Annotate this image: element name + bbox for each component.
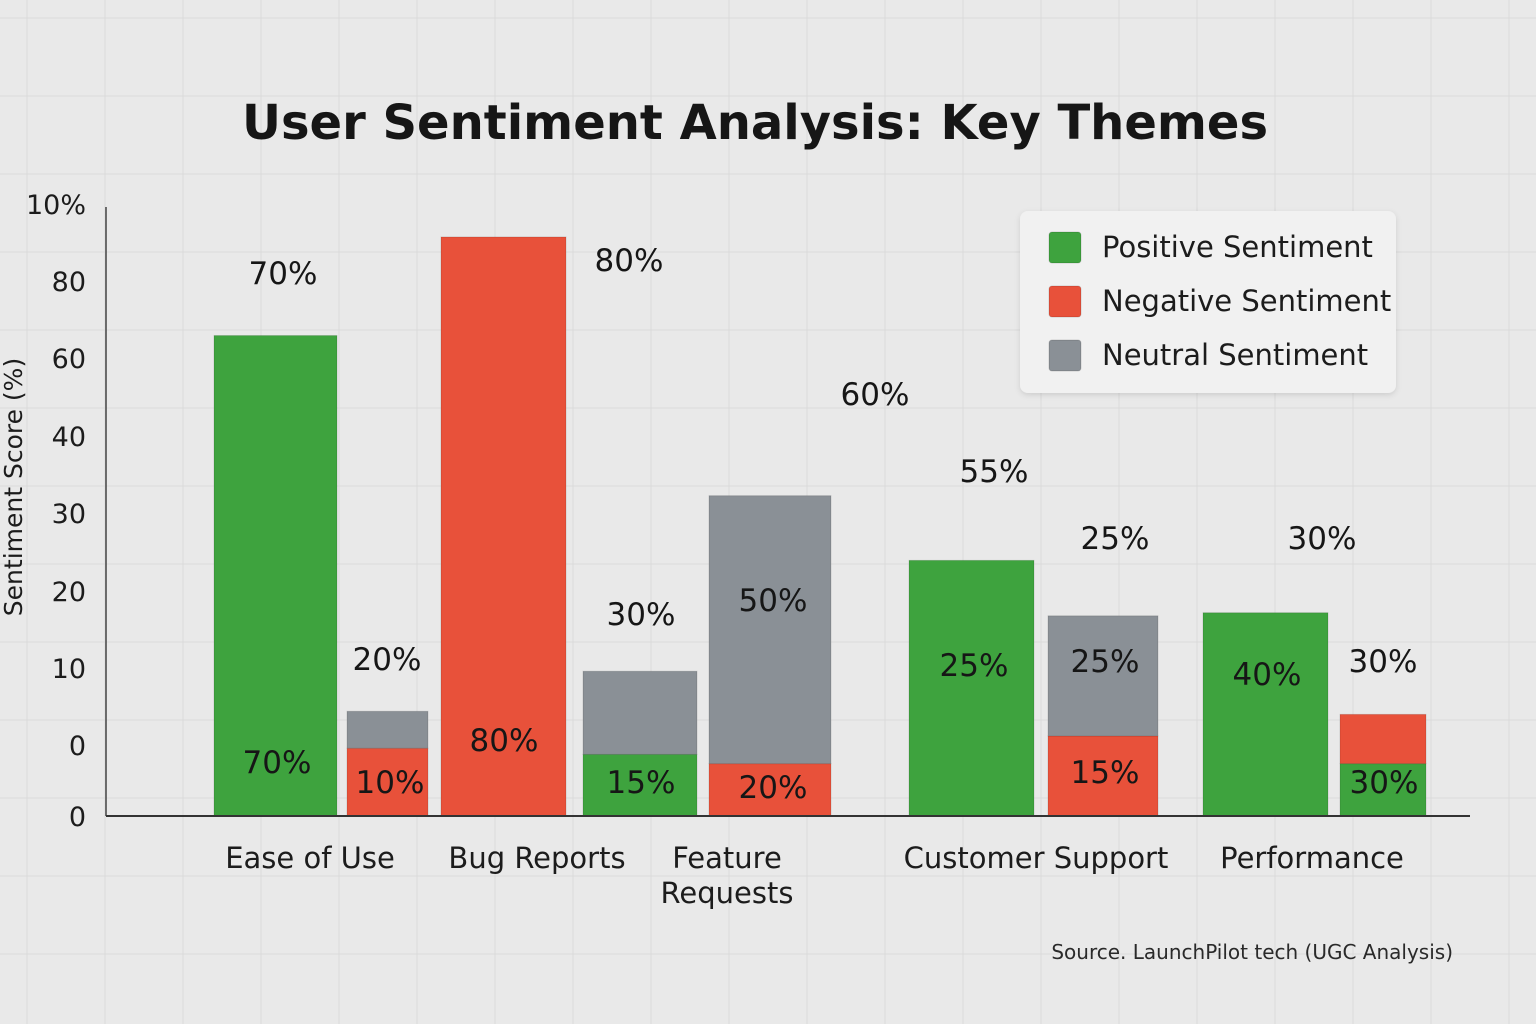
y-tick-label: 0 <box>69 731 86 762</box>
legend: Positive Sentiment Negative Sentiment Neut… <box>1020 211 1396 393</box>
y-tick-label: 60 <box>52 344 86 375</box>
legend-label-positive: Positive Sentiment <box>1102 230 1373 264</box>
bar-segment-label: 20% <box>739 770 808 806</box>
y-axis-label: Sentiment Score (%) <box>0 358 28 616</box>
legend-swatch-neutral <box>1048 339 1082 372</box>
y-tick-label: 30 <box>52 499 86 530</box>
bar-total-label: 60% <box>841 377 910 413</box>
bar-segment-label: 25% <box>940 648 1009 684</box>
legend-label-neutral: Neutral Sentiment <box>1102 338 1368 372</box>
bar-segment-negative <box>1339 713 1427 765</box>
bar-segment-positive <box>213 335 338 817</box>
x-category-label: Bug Reports <box>448 841 625 875</box>
y-tick-label: 10% <box>26 190 86 221</box>
bar-segment-label: 70% <box>243 745 312 781</box>
legend-box <box>1020 211 1396 393</box>
y-tick-label: 40 <box>52 422 86 453</box>
bar-segment-negative <box>1047 735 1159 817</box>
y-axis-ticks: 0 0 10 20 30 40 60 80 10% <box>26 190 86 833</box>
bar-segment-label: 40% <box>1233 657 1302 693</box>
bar-segment-positive <box>1339 763 1427 817</box>
bar-segment-negative <box>440 236 567 817</box>
bar-segment-label: 30% <box>1350 765 1419 801</box>
x-category-label: Requests <box>661 876 794 910</box>
bar-total-label: 20% <box>353 642 422 678</box>
bar-total-label: 70% <box>249 256 318 292</box>
y-tick-label: 10 <box>52 654 86 685</box>
bar-total-label: 30% <box>1288 521 1357 557</box>
x-category-label: Feature <box>672 841 782 875</box>
bar-segment-negative <box>346 747 429 817</box>
bars: 70% 70% 10% 20% 80% 80% 15% 30% 20% 50% 60% 25% 55% 1… <box>213 236 1427 817</box>
axes <box>105 207 1470 817</box>
bar-segment-label: 80% <box>470 723 539 759</box>
x-category-label: Ease of Use <box>225 841 395 875</box>
bar-segment-neutral <box>582 670 698 755</box>
x-category-label: Customer Support <box>904 841 1169 875</box>
bar-segment-neutral <box>708 495 832 765</box>
x-category-label: Performance <box>1220 841 1404 875</box>
bar-segment-neutral <box>1047 615 1159 737</box>
bar-segment-neutral <box>346 710 429 749</box>
legend-swatch-negative <box>1048 285 1082 318</box>
y-tick-label: 0 <box>69 802 86 833</box>
chart-title: User Sentiment Analysis: Key Themes <box>242 95 1268 151</box>
bar-total-label: 30% <box>1349 644 1418 680</box>
bar-segment-label: 15% <box>1071 755 1140 791</box>
bar-total-label: 30% <box>607 597 676 633</box>
bar-segment-label: 50% <box>739 583 808 619</box>
bar-total-label: 55% <box>960 454 1029 490</box>
bar-segment-label: 10% <box>356 765 425 801</box>
y-tick-label: 20 <box>52 577 86 608</box>
bar-segment-label: 15% <box>607 765 676 801</box>
source-note: Source. LaunchPilot tech (UGC Analysis) <box>1051 940 1453 964</box>
bar-total-label: 80% <box>595 243 664 279</box>
bar-total-label: 25% <box>1081 521 1150 557</box>
bar-segment-positive <box>908 559 1035 817</box>
bar-segment-label: 25% <box>1071 644 1140 680</box>
legend-swatch-positive <box>1048 231 1082 264</box>
bar-segment-positive <box>582 753 698 817</box>
bar-segment-positive <box>1202 612 1329 817</box>
legend-label-negative: Negative Sentiment <box>1102 284 1391 318</box>
y-tick-label: 80 <box>52 267 86 298</box>
bar-segment-negative <box>708 763 832 817</box>
